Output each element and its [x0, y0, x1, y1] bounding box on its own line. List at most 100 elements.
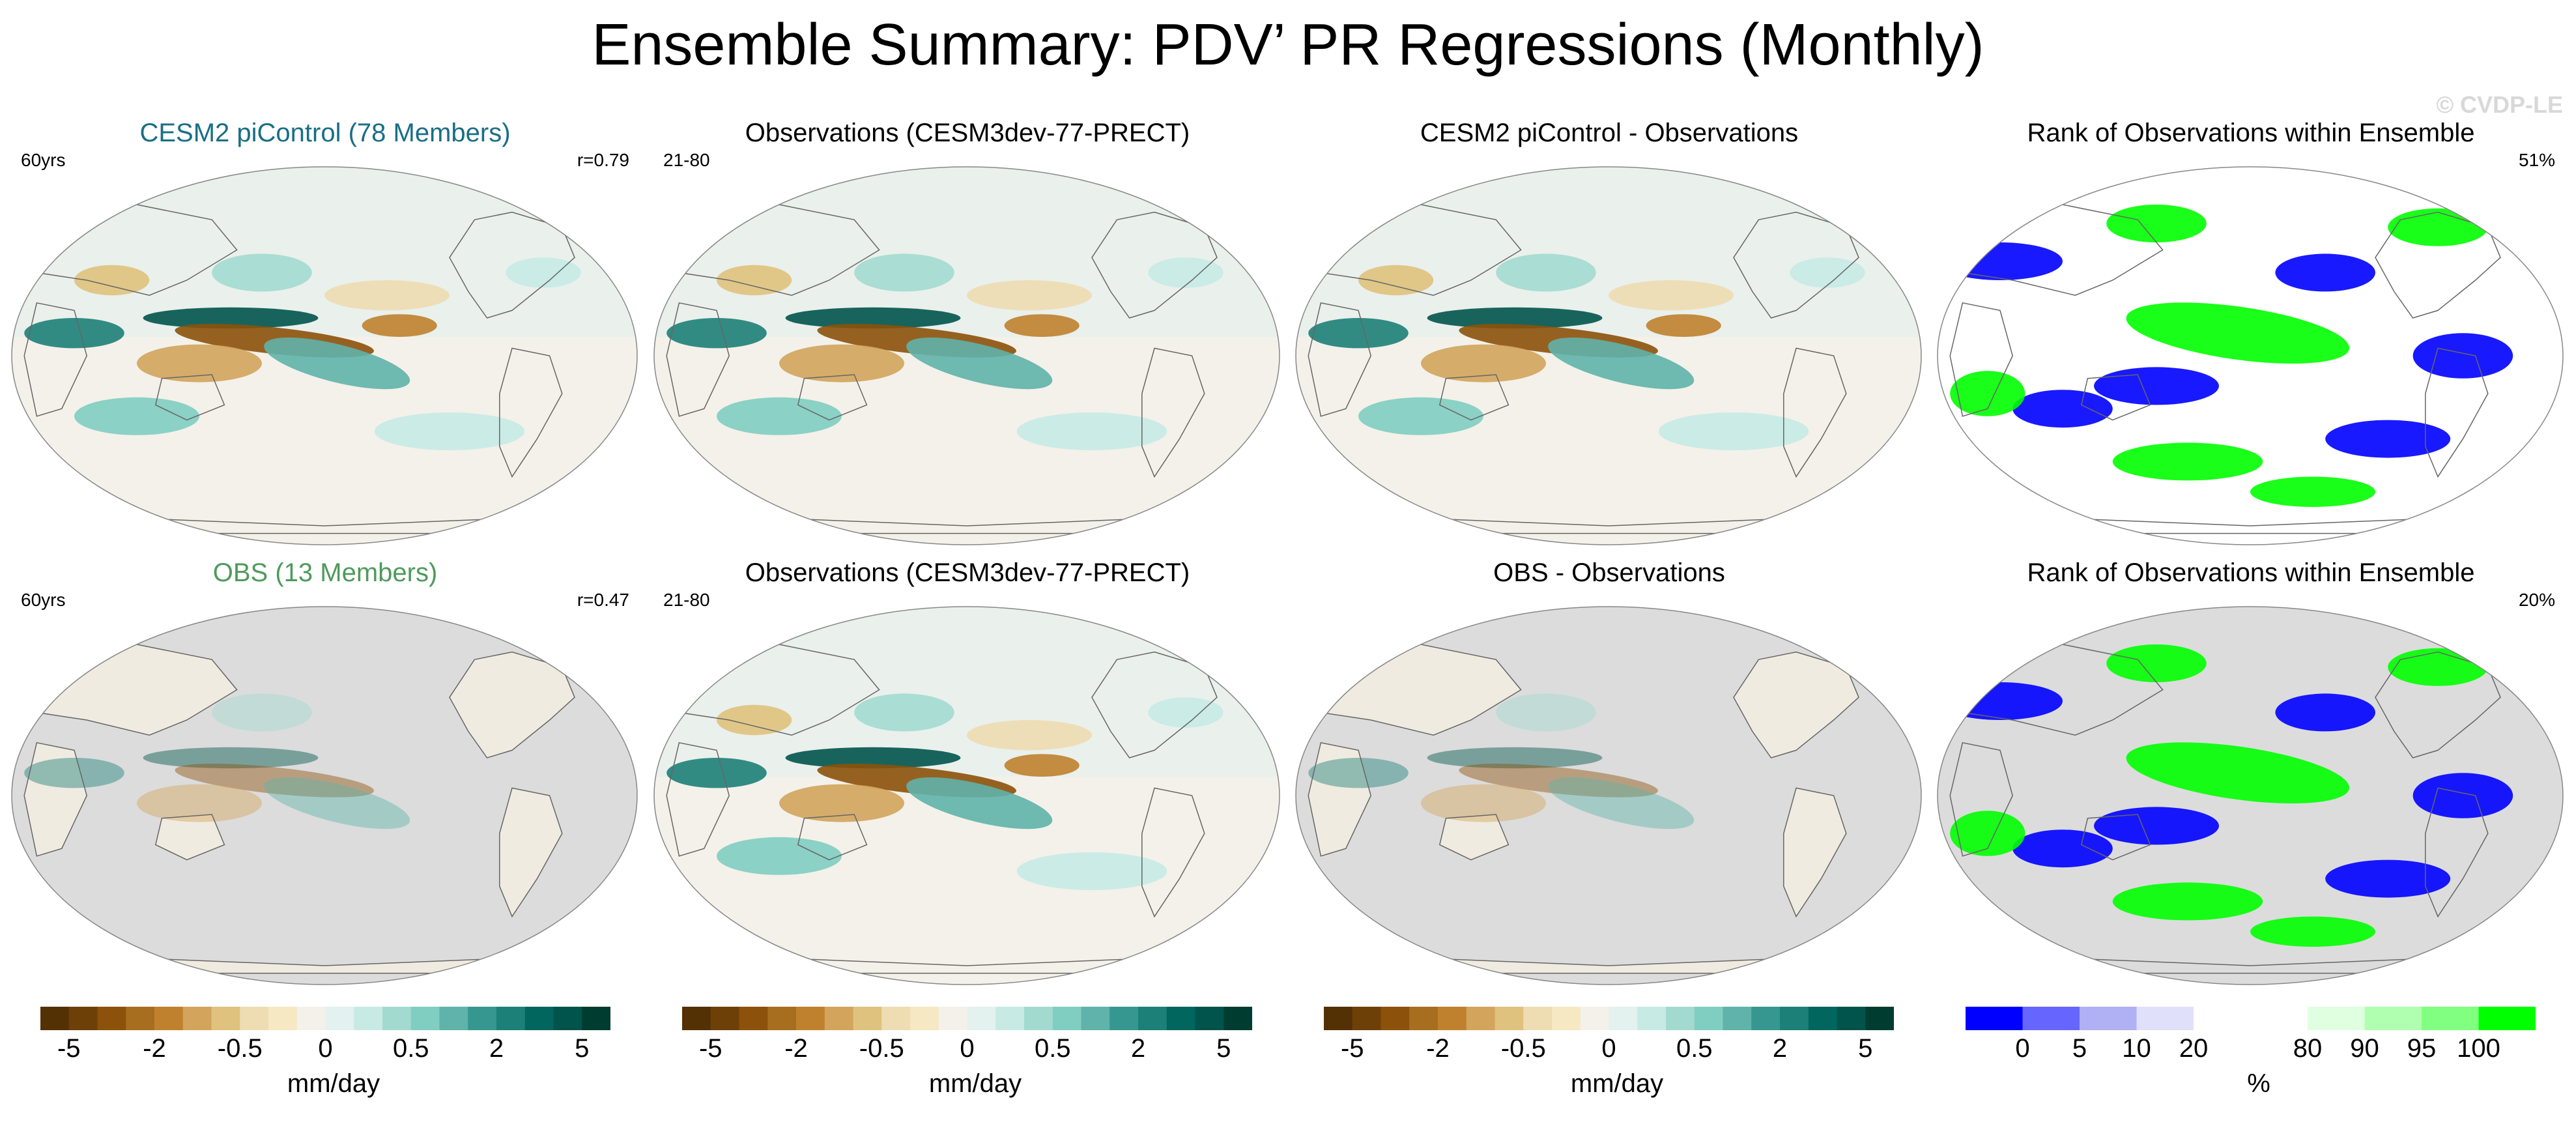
land-field-south-america	[1783, 788, 1846, 917]
field-blob	[2412, 773, 2513, 818]
coastline-australia	[2080, 814, 2151, 861]
colorbar-swatch	[182, 1007, 212, 1030]
field-blob	[2388, 208, 2488, 246]
colorbar-tick-label: -5	[1340, 1034, 1364, 1063]
field-blob	[2126, 742, 2350, 804]
map-field	[1938, 644, 2513, 974]
map-border	[1937, 166, 2564, 545]
colorbar-swatch	[710, 1007, 739, 1030]
field-blob	[1016, 412, 1167, 450]
field-blob	[264, 777, 410, 829]
field-blob	[1421, 784, 1546, 822]
colorbar-swatch	[1052, 1007, 1081, 1030]
colorbar-swatch	[1081, 1007, 1110, 1030]
colorbar-swatch	[524, 1007, 554, 1030]
land-field-north-america	[450, 652, 575, 758]
watermark: © CVDP-LE	[2436, 91, 2563, 118]
field-blob	[967, 280, 1092, 311]
field-blob	[2094, 367, 2219, 405]
field-blob	[2012, 829, 2113, 868]
colorbar-2: -5 -2 -0.5 0 0.5 2 5 mm/day	[682, 1007, 1268, 1124]
field-blob	[2250, 476, 2375, 507]
colorbar-3: -5 -2 -0.5 0 0.5 2 5 mm/day	[1324, 1007, 1910, 1124]
colorbar-swatch	[468, 1007, 497, 1030]
colorbar-swatch	[296, 1007, 326, 1030]
colorbar-swatch	[126, 1007, 155, 1030]
coastline-eurasia	[1949, 644, 2164, 736]
colorbar-swatch	[1138, 1007, 1167, 1030]
colorbar-swatch	[824, 1007, 853, 1030]
map-panel-r2-c2: Observations (CESM3dev-77-PRECT) 21-80	[651, 557, 1283, 1000]
colorbar-tick-label: 5	[1858, 1034, 1873, 1063]
coastline-south-america	[1783, 347, 1847, 478]
colorbar-swatch	[382, 1007, 412, 1030]
field-blob	[324, 280, 450, 311]
panel-title: OBS - Observations	[1493, 558, 1725, 587]
map-panel-r1-c2: Observations (CESM3dev-77-PRECT) 21-80	[651, 117, 1283, 560]
colorbar-swatch	[1751, 1007, 1781, 1030]
map-field	[1308, 644, 1859, 974]
field-blob	[1148, 257, 1224, 288]
colorbar-tick-label: -0.5	[217, 1034, 263, 1063]
colorbar-swatch	[682, 1007, 711, 1030]
field-blob	[1358, 397, 1483, 435]
panel-left-label: 21-80	[663, 150, 710, 170]
colorbar-swatch	[2364, 1007, 2422, 1030]
field-blob	[2106, 644, 2207, 682]
robinson-map	[1937, 166, 2564, 545]
map-panel-r1-c4: Rank of Observations within Ensemble 51%	[1935, 117, 2567, 560]
map-panel-r2-c1: OBS (13 Members) 60yrs r=0.47	[9, 557, 641, 1000]
colorbar-swatch	[910, 1007, 939, 1030]
field-blob	[1938, 682, 2063, 720]
field-blob	[1548, 337, 1695, 390]
colorbar-swatch	[2194, 1007, 2251, 1030]
coastline-australia	[154, 814, 225, 861]
panel-right-label: 20%	[2518, 590, 2555, 610]
field-blob	[1950, 371, 2025, 416]
colorbar-4: 0 5 10 20 80 90 95 100%	[1966, 1007, 2552, 1124]
map-border	[1295, 606, 1922, 985]
field-blob	[2275, 693, 2375, 732]
coastline-south-america	[2425, 347, 2489, 478]
colorbar-units-label: mm/day	[1570, 1069, 1664, 1098]
field-blob	[1308, 758, 1409, 788]
map-panel-r1-c1: CESM2 piControl (78 Members) 60yrs r=0.79	[9, 117, 641, 560]
field-blob	[717, 397, 842, 435]
colorbar-swatch	[2422, 1007, 2479, 1030]
main-title: Ensemble Summary: PDV’ PR Regressions (M…	[592, 12, 1984, 78]
coastline-south-america	[499, 347, 563, 478]
map-border	[11, 606, 638, 985]
field-blob	[175, 764, 374, 798]
colorbar-swatch	[439, 1007, 468, 1030]
field-blob	[717, 704, 792, 736]
colorbar-swatch	[1324, 1007, 1353, 1030]
colorbar-swatch	[739, 1007, 768, 1030]
field-blob	[906, 777, 1053, 829]
panel-right-label: r=0.79	[577, 150, 629, 170]
coastline-eurasia	[666, 204, 880, 296]
map-panel-r1-c3: CESM2 piControl - Observations	[1293, 117, 1925, 560]
colorbar-swatch	[40, 1007, 70, 1030]
field-blob	[1938, 242, 2063, 280]
colorbar-swatch	[1723, 1007, 1752, 1030]
colorbar-swatch	[240, 1007, 269, 1030]
panel-title: Observations (CESM3dev-77-PRECT)	[745, 119, 1190, 147]
coastline-australia	[1438, 374, 1510, 421]
colorbar-tick-label: 0	[1601, 1034, 1616, 1063]
field-blob	[906, 337, 1053, 390]
field-blob	[785, 747, 961, 769]
coastline-australia	[2080, 374, 2151, 421]
colorbar-swatch	[995, 1007, 1025, 1030]
coastline-africa	[1949, 302, 2013, 417]
colorbar-swatch	[68, 1007, 98, 1030]
field-blob	[717, 837, 842, 875]
field-blob	[137, 784, 262, 822]
field-blob	[967, 720, 1092, 751]
field-blob	[1950, 811, 2025, 856]
colorbar-units-label: mm/day	[928, 1069, 1022, 1098]
coastline-north-america	[1091, 651, 1218, 758]
colorbar-swatch	[1109, 1007, 1139, 1030]
field-blob	[362, 314, 437, 337]
colorbar-swatch	[1352, 1007, 1381, 1030]
field-blob	[212, 253, 312, 292]
